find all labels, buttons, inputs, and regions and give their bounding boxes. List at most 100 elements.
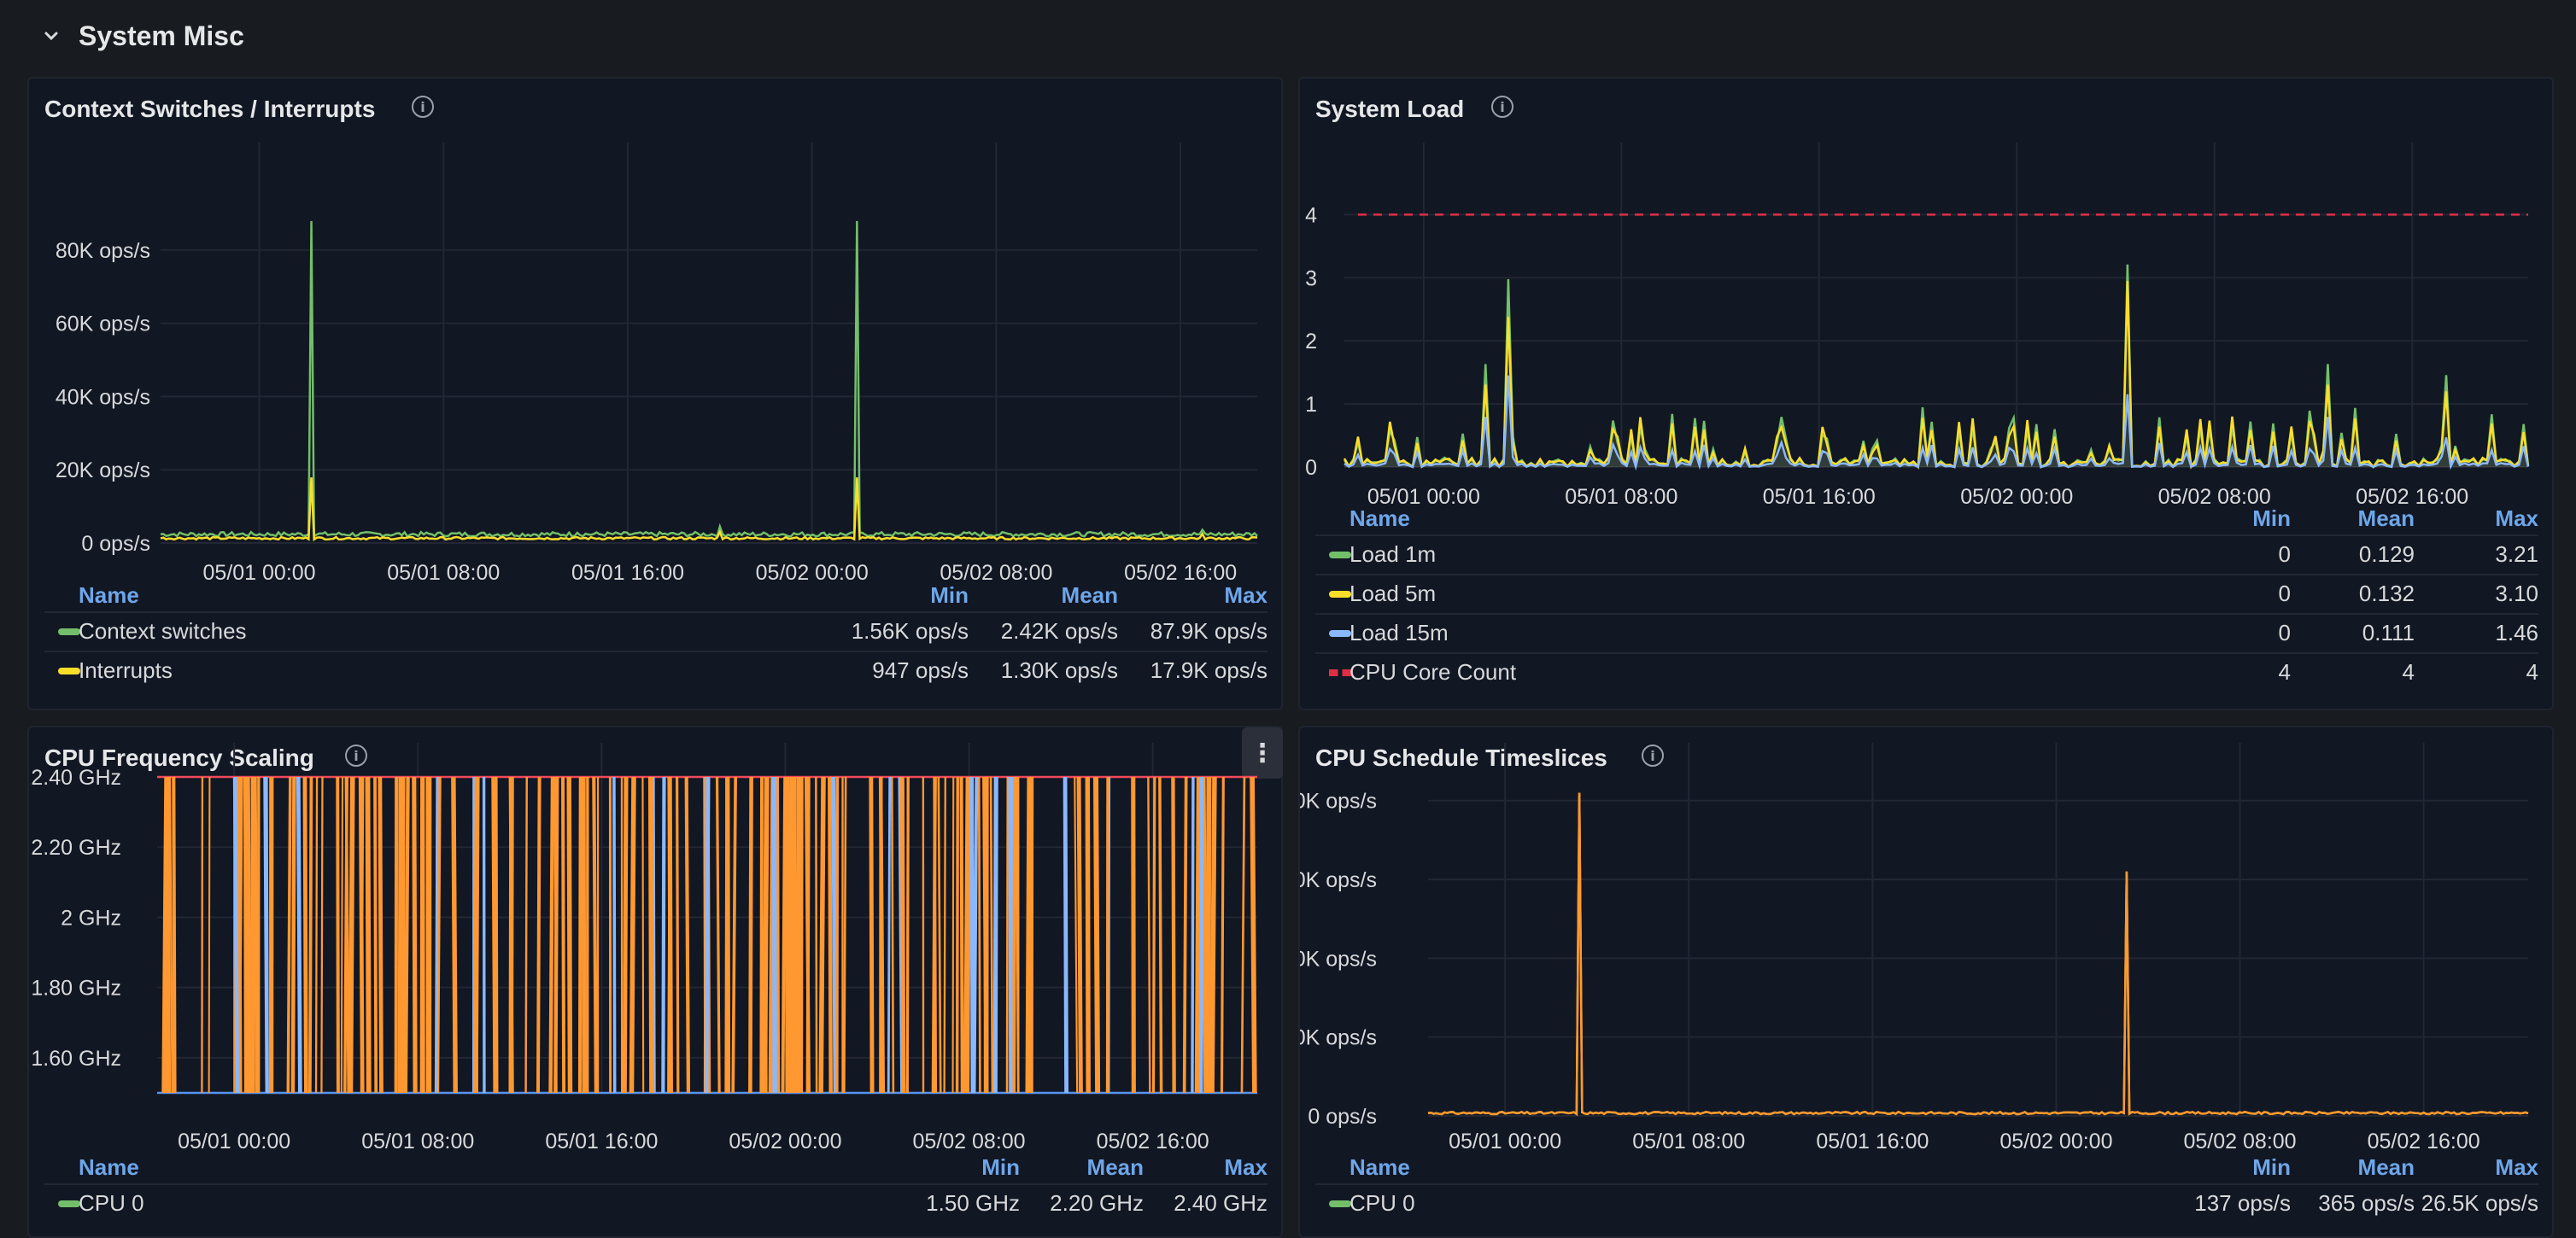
legend-max: 2.40 GHz bbox=[1174, 1190, 1268, 1216]
series-line bbox=[641, 776, 645, 1094]
series-area bbox=[1344, 375, 2528, 467]
series-line bbox=[1250, 776, 1257, 1094]
legend-header-mean[interactable]: Mean bbox=[2357, 1154, 2415, 1180]
series-line bbox=[992, 776, 998, 1094]
series-line bbox=[160, 220, 1258, 539]
x-tick-label: 05/02 16:00 bbox=[2356, 485, 2468, 509]
series-line bbox=[1344, 375, 2530, 471]
x-tick-label: 05/01 16:00 bbox=[1816, 1130, 1929, 1153]
series-line bbox=[684, 776, 690, 1094]
series-line bbox=[344, 776, 350, 1094]
legend-header-name[interactable]: Name bbox=[79, 582, 139, 608]
info-icon[interactable]: i bbox=[1491, 96, 1513, 118]
y-tick-label: 3 bbox=[1305, 266, 1317, 290]
series-line bbox=[314, 776, 319, 1094]
legend-header-min[interactable]: Min bbox=[2252, 505, 2291, 531]
series-line bbox=[435, 776, 439, 1094]
legend-header-mean[interactable]: Mean bbox=[1086, 1154, 1144, 1180]
series-line bbox=[969, 776, 975, 1094]
x-tick-label: 05/02 00:00 bbox=[1999, 1130, 2112, 1153]
legend-row[interactable]: Load 5m 0 0.132 3.10 bbox=[1315, 574, 2538, 611]
series-line bbox=[263, 776, 269, 1094]
series-line bbox=[243, 776, 249, 1094]
legend-header-name[interactable]: Name bbox=[1349, 505, 1410, 531]
chart-system-load: 0 1 2 3 4 05/01 00:00 05/01 08:00 05/01 16:00 05… bbox=[1305, 143, 2530, 509]
row-header[interactable]: System Misc bbox=[0, 0, 2576, 72]
series-line bbox=[653, 776, 656, 1094]
panel-menu-button[interactable]: ⋮ bbox=[1242, 727, 1283, 779]
legend-header-max[interactable]: Max bbox=[2495, 1154, 2538, 1180]
series-line bbox=[1201, 776, 1209, 1094]
legend-mean: 0.111 bbox=[2362, 620, 2415, 645]
y-tick-label: 20K ops/s bbox=[56, 458, 150, 482]
info-icon[interactable]: i bbox=[345, 745, 367, 767]
legend-header-max[interactable]: Max bbox=[1224, 1154, 1268, 1180]
legend-header-mean[interactable]: Mean bbox=[1061, 582, 1118, 608]
legend-name: CPU Core Count bbox=[1349, 659, 1517, 685]
series-line bbox=[781, 776, 787, 1094]
legend-max: 87.9K ops/s bbox=[1150, 618, 1268, 644]
legend-min: 0 bbox=[2278, 541, 2291, 567]
legend-header-name[interactable]: Name bbox=[1349, 1154, 1410, 1180]
legend-min: 947 ops/s bbox=[872, 657, 969, 683]
series-line bbox=[963, 776, 969, 1094]
legend-mean: 0.129 bbox=[2358, 541, 2415, 567]
x-tick-label: 05/01 08:00 bbox=[1565, 485, 1677, 509]
series-line bbox=[1147, 776, 1151, 1094]
legend-row[interactable]: CPU Core Count 4 4 4 bbox=[1315, 652, 2538, 690]
series-line bbox=[561, 776, 566, 1094]
panel-cpu-timeslices: CPU Schedule Timeslices i 0 ops/s 10K ops… bbox=[1298, 726, 2554, 1238]
legend-row[interactable]: CPU 0 1.50 GHz 2.20 GHz 2.40 GHz bbox=[44, 1183, 1268, 1221]
series-line bbox=[828, 776, 833, 1094]
info-icon[interactable]: i bbox=[412, 96, 434, 118]
x-tick-label: 05/01 00:00 bbox=[178, 1130, 290, 1153]
series-line bbox=[715, 776, 721, 1094]
series-line bbox=[566, 776, 573, 1094]
legend-min: 0 bbox=[2278, 620, 2291, 645]
chevron-down-icon[interactable] bbox=[34, 19, 68, 53]
series-line bbox=[1131, 776, 1136, 1094]
series-line bbox=[412, 776, 418, 1094]
series-line bbox=[378, 776, 383, 1094]
series-line bbox=[937, 776, 942, 1094]
x-tick-label: 05/02 16:00 bbox=[1124, 561, 1237, 585]
y-tick-label: 10K ops/s bbox=[1300, 1026, 1377, 1050]
legend-header-min[interactable]: Min bbox=[2252, 1154, 2291, 1180]
legend-header-max[interactable]: Max bbox=[2495, 505, 2538, 531]
legend-name: Interrupts bbox=[79, 657, 173, 683]
legend-row[interactable]: Context switches 1.56K ops/s 2.42K ops/s 87… bbox=[44, 611, 1268, 649]
series-line bbox=[805, 776, 811, 1094]
legend-mean: 365 ops/s bbox=[2318, 1190, 2415, 1216]
legend-header-mean[interactable]: Mean bbox=[2357, 505, 2415, 531]
series-line bbox=[307, 776, 313, 1094]
series-line bbox=[286, 776, 292, 1094]
series-line bbox=[725, 776, 731, 1094]
x-tick-label: 05/01 08:00 bbox=[361, 1130, 474, 1153]
legend-color-swatch bbox=[1329, 669, 1351, 676]
series-line bbox=[1005, 776, 1010, 1094]
series-line bbox=[320, 776, 324, 1094]
legend-header-name[interactable]: Name bbox=[79, 1154, 139, 1180]
legend-min: 1.56K ops/s bbox=[851, 618, 969, 644]
legend-row[interactable]: Load 1m 0 0.129 3.21 bbox=[1315, 534, 2538, 572]
series-line bbox=[232, 776, 240, 1094]
legend-row[interactable]: Interrupts 947 ops/s 1.30K ops/s 17.9K ops/… bbox=[44, 651, 1268, 688]
series-line bbox=[794, 776, 802, 1094]
legend-color-swatch bbox=[1329, 630, 1351, 637]
y-tick-label: 2 bbox=[1305, 330, 1317, 353]
legend-min: 4 bbox=[2278, 659, 2291, 685]
legend-header-min[interactable]: Min bbox=[930, 582, 969, 608]
legend-header-max[interactable]: Max bbox=[1224, 582, 1268, 608]
info-icon[interactable]: i bbox=[1642, 745, 1664, 767]
series-line bbox=[731, 776, 737, 1094]
legend-row[interactable]: CPU 0 137 ops/s 365 ops/s 26.5K ops/s bbox=[1315, 1183, 2538, 1221]
legend-row[interactable]: Load 15m 0 0.111 1.46 bbox=[1315, 613, 2538, 651]
legend-mean: 2.42K ops/s bbox=[1000, 618, 1118, 644]
legend-max: 3.21 bbox=[2495, 541, 2538, 567]
legend-header-min[interactable]: Min bbox=[981, 1154, 1020, 1180]
series-line bbox=[899, 776, 906, 1094]
legend-color-swatch bbox=[58, 628, 80, 635]
x-tick-label: 05/02 16:00 bbox=[2368, 1130, 2480, 1153]
series-line bbox=[1344, 264, 2530, 470]
series-line bbox=[302, 776, 308, 1094]
